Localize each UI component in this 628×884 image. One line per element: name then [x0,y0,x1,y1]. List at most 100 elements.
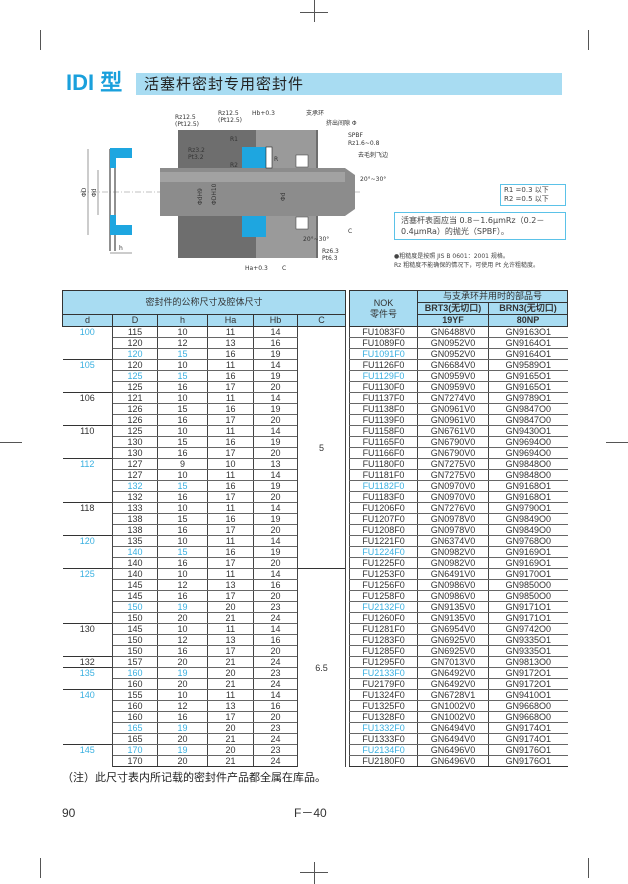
cell-brt3-part: GN0961V0 [417,403,489,415]
cell-h: 15 [157,546,208,558]
cell-hb: 20 [253,491,298,503]
cell-ha: 17 [207,711,254,723]
cell-D: 150 [112,612,158,624]
label-angle1: 20°~30° [360,176,386,183]
cell-ha: 17 [207,414,254,426]
cell-brn3-part: GN9848O0 [488,458,568,470]
cell-D: 130 [112,447,158,459]
cell-brn3-part: GN9335O1 [488,634,568,646]
cell-brt3-part: GN0986V0 [417,590,489,602]
cell-h: 12 [157,634,208,646]
cell-ha: 11 [207,326,254,338]
cell-brt3-part: GN6492V0 [417,667,489,679]
cell-h: 10 [157,326,208,338]
cell-d: 120 [62,535,113,569]
cell-ha: 20 [207,667,254,679]
cell-nok-part: FU1139F0 [349,414,418,426]
cell-nok-part: FU1126F0 [349,359,418,371]
cell-D: 140 [112,546,158,558]
label-r1: R1 [230,136,238,143]
label-angle2: 20°~30° [303,236,329,243]
cell-brt3-part: GN6954V0 [417,623,489,635]
cell-ha: 16 [207,546,254,558]
cell-ha: 21 [207,733,254,745]
cell-brt3-part: GN1002V0 [417,700,489,712]
label-small-d: Φd [91,188,98,197]
cell-brn3-part: GN9850O0 [488,590,568,602]
cell-d: 135 [62,667,113,690]
cell-brn3-part: GN9165O1 [488,370,568,382]
cell-brt3-part: GN6925V0 [417,645,489,657]
header-hb: Hb [253,314,298,327]
cell-ha: 20 [207,722,254,734]
cell-brn3-part: GN9813O0 [488,656,568,668]
cell-brn3-part: GN9850O0 [488,579,568,591]
label-dh10: ΦDH10 [211,183,218,205]
cell-h: 16 [157,524,208,536]
cell-d: 110 [62,425,113,459]
crop-mark [588,858,589,878]
cell-nok-part: FU1253F0 [349,568,418,580]
cell-ha: 11 [207,689,254,701]
label-rz63: Rz6.3 [322,248,339,255]
cell-brt3-part: GN9135V0 [417,601,489,613]
cell-nok-part: FU1283F0 [349,634,418,646]
cell-brt3-part: GN0961V0 [417,414,489,426]
cell-D: 126 [112,403,158,415]
cell-hb: 20 [253,414,298,426]
header-support-ring: 与支承环并用时的部品号 [417,290,568,303]
cell-hb: 16 [253,579,298,591]
cell-h: 19 [157,722,208,734]
table-row: 165 20 21 24 FU1333F0 GN6494V0 GN9174O1 [63,733,568,745]
cell-brn3-part: GN9171O1 [488,601,568,613]
cell-nok-part: FU1328F0 [349,711,418,723]
cell-nok-part: FU1221F0 [349,535,418,547]
cell-h: 16 [157,381,208,393]
cell-hb: 13 [253,458,298,470]
cell-ha: 21 [207,656,254,668]
cell-h: 15 [157,436,208,448]
cell-brn3-part: GN9849O0 [488,524,568,536]
cell-brn3-part: GN9171O1 [488,612,568,624]
cell-nok-part: FU1182F0 [349,480,418,492]
cell-h: 10 [157,502,208,514]
cell-brt3-part: GN6790V0 [417,436,489,448]
table-row: 132 15 16 19 FU1182F0 GN0970V0 GN9168O1 [63,480,568,492]
cell-D: 115 [112,326,158,338]
crop-mark [588,30,589,50]
cell-D: 140 [112,557,158,569]
cell-hb: 16 [253,337,298,349]
roughness-note: ●粗糙度是按照 JIS B 0601：2001 规格。 [394,253,509,260]
page-footer: 90 F－40 [62,805,572,821]
header-nok: NOK 零件号 [349,290,418,327]
cell-ha: 21 [207,678,254,690]
crop-mark [40,858,41,878]
table-row: 120 15 16 19 FU1091F0 GN0952V0 GN9164O1 [63,348,568,360]
radius-note: R1 =0.3 以下 R2 =0.5 以下 [500,184,566,206]
cell-ha: 20 [207,601,254,613]
cell-D: 138 [112,524,158,536]
cell-h: 15 [157,513,208,525]
cell-c: 5 [297,326,346,569]
label-r2: R2 [230,162,238,169]
cell-hb: 14 [253,689,298,701]
cell-ha: 13 [207,337,254,349]
cell-ha: 17 [207,557,254,569]
cell-nok-part: FU1325F0 [349,700,418,712]
cell-brn3-part: GN9790O1 [488,502,568,514]
cell-h: 15 [157,403,208,415]
cell-brt3-part: GN7274V0 [417,392,489,404]
cell-h: 10 [157,392,208,404]
cell-hb: 20 [253,711,298,723]
cell-brt3-part: GN0952V0 [417,348,489,360]
label-rz125a: Rz12.5 [175,114,196,121]
cell-brt3-part: GN6761V0 [417,425,489,437]
crop-mark [314,862,315,884]
cell-hb: 20 [253,645,298,657]
cell-nok-part: FU1207F0 [349,513,418,525]
label-spbf: SPBF [348,132,364,139]
cell-hb: 14 [253,425,298,437]
cell-hb: 23 [253,722,298,734]
cell-D: 133 [112,502,158,514]
cell-ha: 20 [207,744,254,756]
